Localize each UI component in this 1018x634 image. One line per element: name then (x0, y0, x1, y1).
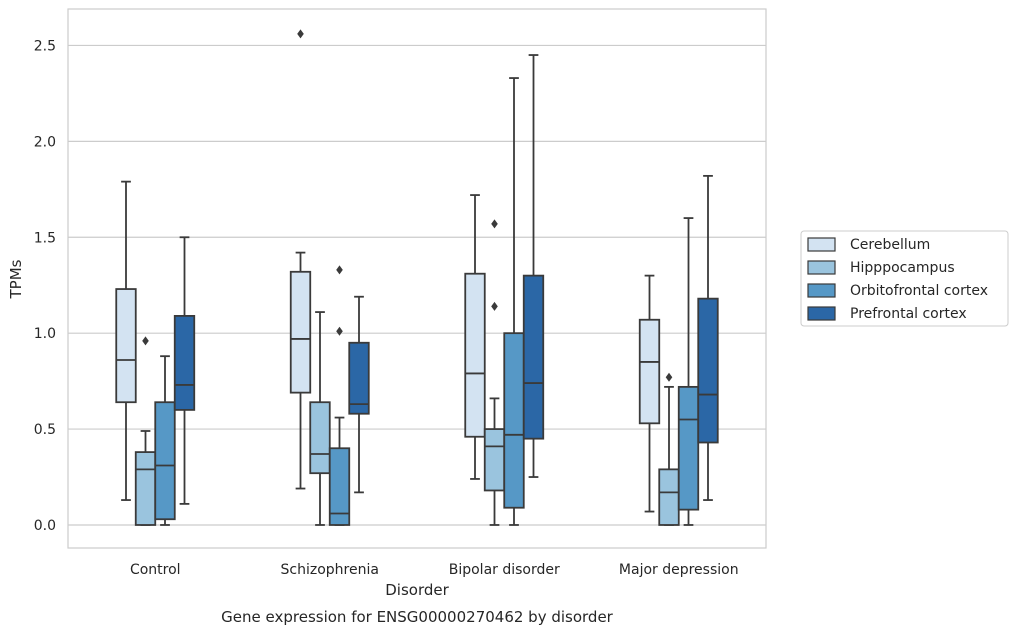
legend-label: Prefrontal cortex (850, 306, 967, 322)
outlier-point (336, 265, 343, 275)
y-tick-labels: 0.0 0.5 1.0 1.5 2.0 2.5 (34, 38, 56, 534)
box-iqr (658, 468, 680, 526)
legend-swatch (807, 306, 836, 321)
legend-swatch (807, 283, 836, 298)
box-iqr (309, 401, 331, 475)
box-iqr (348, 341, 370, 415)
box-iqr (134, 451, 157, 526)
box-0-2 (464, 194, 486, 480)
legend: Cerebellum Hipppocampus Orbitofrontal cort… (800, 230, 1009, 327)
box-iqr (638, 318, 661, 425)
box-3-3 (697, 174, 719, 501)
x-tick-label: Schizophrenia (281, 562, 379, 578)
outlier-point (297, 29, 304, 39)
box-iqr (522, 274, 545, 440)
box-1-2 (483, 219, 506, 526)
y-tick-label: 0.5 (34, 422, 56, 438)
box-iqr (173, 315, 196, 411)
x-tick-label: Bipolar disorder (449, 562, 560, 578)
box-1-3 (658, 372, 680, 526)
y-tick-label: 2.5 (34, 38, 56, 54)
chart-caption: Gene expression for ENSG00000270462 by d… (221, 608, 614, 626)
box-3-2 (522, 54, 545, 478)
x-tick-label: Control (130, 562, 181, 578)
legend-swatch (807, 260, 836, 275)
legend-swatch (807, 237, 836, 252)
box-0-0 (115, 180, 137, 501)
legend-frame (800, 230, 1009, 327)
box-iqr (483, 428, 506, 492)
box-2-1 (328, 265, 351, 526)
outlier-point (491, 301, 498, 311)
boxes (115, 29, 719, 526)
x-tick-labels: Control Schizophrenia Bipolar disorder Majo… (130, 562, 739, 578)
box-iqr (697, 297, 719, 444)
box-3-0 (173, 236, 196, 505)
box-iqr (289, 270, 312, 394)
y-tick-label: 0.0 (34, 518, 56, 534)
y-axis-label: TPMs (7, 259, 25, 299)
box-iqr (503, 332, 525, 509)
outlier-point (491, 219, 498, 229)
box-iqr (677, 385, 700, 511)
y-tick-label: 1.0 (34, 326, 56, 342)
legend-label: Cerebellum (850, 237, 930, 253)
box-1-1 (309, 311, 331, 526)
outlier-point (336, 326, 343, 336)
y-tick-label: 2.0 (34, 134, 56, 150)
box-0-1 (289, 29, 312, 490)
plot-area-frame (67, 8, 767, 549)
x-tick-label: Major depression (619, 562, 739, 578)
box-1-0 (134, 336, 157, 526)
legend-label: Hipppocampus (850, 260, 955, 276)
box-0-3 (638, 274, 661, 513)
box-2-3 (677, 217, 700, 526)
box-2-2 (503, 77, 525, 526)
box-2-0 (154, 355, 176, 526)
box-3-1 (348, 295, 370, 494)
box-iqr (115, 288, 137, 404)
box-iqr (328, 447, 351, 526)
legend-label: Orbitofrontal cortex (850, 283, 988, 299)
box-iqr (154, 401, 176, 521)
box-iqr (464, 272, 486, 438)
outlier-point (665, 372, 673, 382)
y-tick-label: 1.5 (34, 230, 56, 246)
outlier-point (142, 336, 149, 346)
x-axis-label: Disorder (385, 581, 449, 599)
